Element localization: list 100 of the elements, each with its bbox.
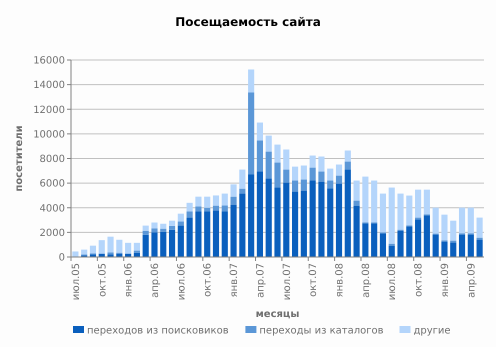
bar: [344, 162, 351, 170]
x-tick-label: июл.06: [176, 263, 188, 300]
x-tick-label: окт.06: [202, 263, 214, 297]
x-tick-label: окт.05: [97, 263, 108, 297]
bar: [178, 226, 184, 257]
bar: [90, 246, 96, 254]
bar: [283, 170, 290, 183]
bar: [195, 211, 202, 257]
x-tick-label: апр.09: [466, 263, 478, 298]
bar: [195, 196, 202, 207]
y-tick-label: 14000: [33, 80, 65, 92]
bar: [248, 69, 254, 93]
bar: [283, 182, 290, 257]
bar: [318, 182, 325, 257]
bar: [186, 211, 193, 218]
bar: [98, 240, 105, 254]
bar: [362, 176, 368, 222]
x-tick-label: янв.08: [334, 263, 346, 298]
bar: [212, 210, 220, 257]
bar: [406, 196, 412, 226]
bar: [441, 242, 448, 257]
bar: [380, 194, 386, 232]
bar: [256, 172, 263, 257]
bar: [168, 226, 176, 230]
bar: [266, 152, 272, 179]
bar: [151, 232, 158, 257]
x-tick-label: апр.07: [255, 263, 266, 298]
y-tick-label: 4000: [40, 203, 65, 214]
bar: [160, 228, 166, 232]
bar: [300, 190, 307, 257]
bar: [256, 122, 263, 141]
bar: [424, 215, 430, 257]
bar: [142, 226, 149, 231]
bar: [186, 218, 193, 257]
bar: [388, 246, 395, 257]
bar: [266, 136, 272, 152]
bar: [168, 220, 176, 226]
bar: [344, 150, 351, 162]
bar: [450, 220, 456, 241]
bar: [354, 180, 360, 201]
bar: [204, 211, 210, 257]
chart-title: Посещаемость сайта: [175, 15, 321, 29]
bar: [318, 172, 325, 182]
bar: [327, 188, 334, 257]
bar: [134, 242, 140, 251]
bar: [310, 156, 316, 168]
bar: [468, 234, 474, 257]
bar: [230, 196, 237, 205]
bar: [142, 234, 149, 257]
bar: [239, 188, 246, 194]
bar: [230, 184, 237, 197]
x-tick-label: июл.05: [70, 263, 82, 300]
bar: [222, 194, 228, 206]
bar: [125, 242, 132, 254]
y-tick-label: 6000: [40, 178, 65, 190]
legend-label: другие: [414, 326, 451, 336]
bar: [212, 195, 220, 206]
bar: [266, 178, 272, 257]
x-tick-label: янв.07: [229, 263, 240, 298]
bar: [362, 223, 368, 257]
bar: [415, 190, 422, 218]
bar: [344, 170, 351, 257]
y-tick-label: 16000: [33, 56, 65, 66]
legend-label: переходы из каталогов: [259, 326, 384, 336]
bar: [204, 196, 210, 208]
bar: [256, 140, 263, 172]
bar: [160, 232, 166, 257]
bar: [432, 234, 439, 257]
bar: [336, 176, 342, 184]
bar: [300, 166, 307, 180]
y-tick-label: 10000: [33, 129, 65, 140]
x-tick-label: окт.08: [414, 263, 425, 297]
y-tick-label: 12000: [33, 104, 65, 116]
bar: [458, 234, 466, 257]
bar: [292, 192, 298, 257]
bar: [371, 180, 378, 222]
y-tick-label: 8000: [40, 154, 65, 165]
bar: [327, 168, 334, 181]
bar: [204, 208, 210, 212]
bar: [283, 150, 290, 170]
bar: [248, 92, 254, 175]
y-tick-label: 2000: [40, 228, 65, 239]
x-tick-label: янв.06: [124, 263, 135, 298]
x-tick-label: янв.09: [440, 263, 451, 298]
bar: [116, 240, 122, 253]
bar: [292, 166, 298, 181]
bar: [81, 250, 88, 255]
bar: [406, 226, 412, 257]
bar: [388, 188, 395, 244]
bar: [300, 180, 307, 191]
bar: [248, 174, 254, 257]
y-tick-label: 0: [58, 252, 65, 264]
bar: [397, 230, 404, 257]
bar: [318, 156, 325, 172]
bar: [476, 240, 483, 257]
bar: [336, 164, 342, 176]
bar: [274, 144, 281, 163]
bar: [178, 214, 184, 222]
x-tick-label: июл.08: [387, 263, 398, 300]
bar: [424, 190, 430, 214]
